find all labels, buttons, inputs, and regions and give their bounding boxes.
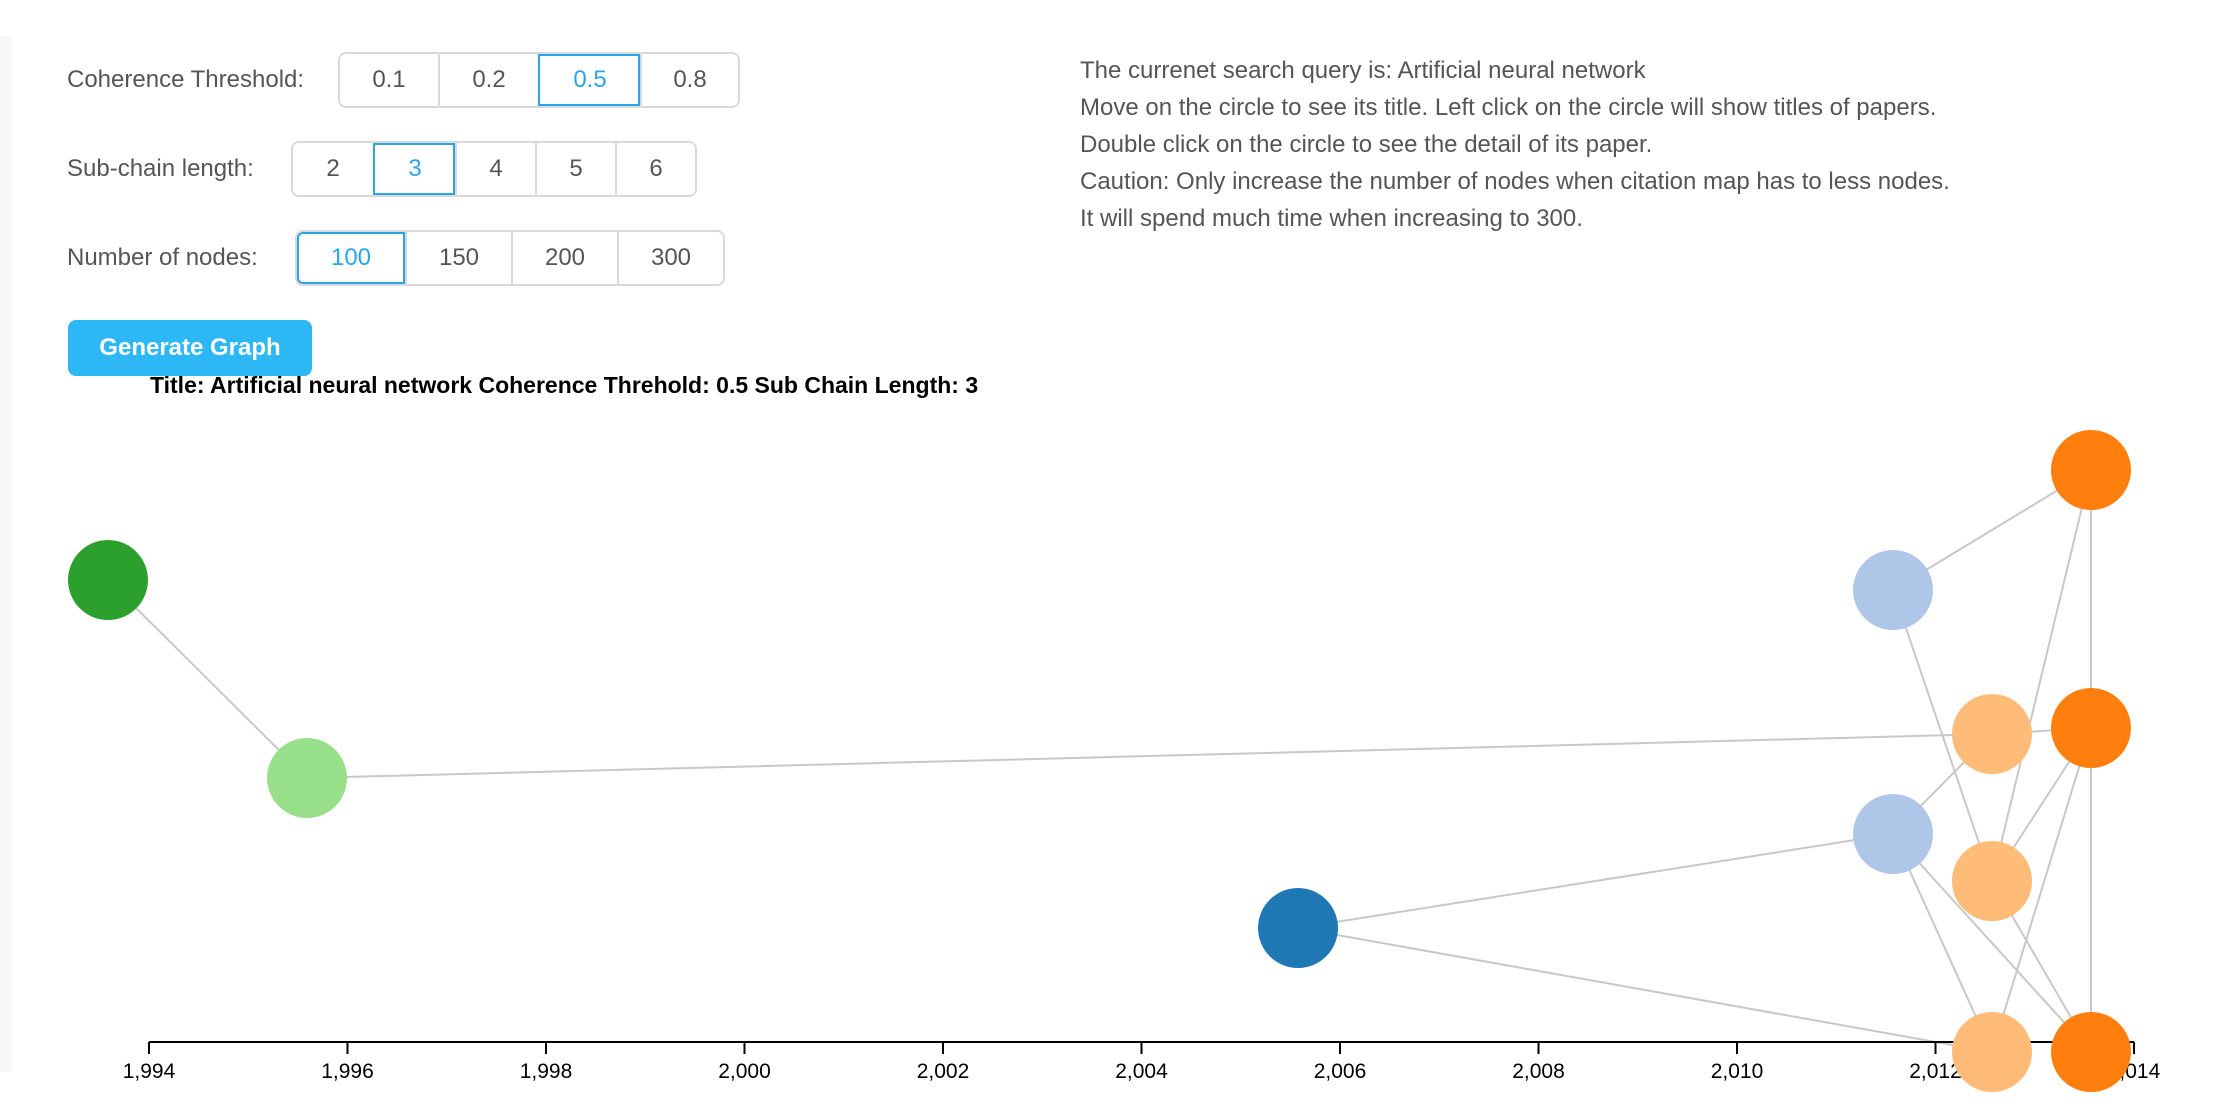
- citation-edge: [1991, 727, 2092, 1053]
- left-panel-edge: [0, 36, 12, 1072]
- nodes-option-200[interactable]: 200: [511, 232, 617, 284]
- number-of-nodes-row: Number of nodes: 100 150 200 300: [67, 230, 725, 286]
- citation-edge: [1892, 589, 1993, 882]
- subchain-option-2[interactable]: 2: [293, 143, 373, 195]
- hover-instruction-text: Move on the circle to see its title. Lef…: [1080, 94, 1937, 121]
- sub-chain-length-row: Sub-chain length: 2 3 4 5 6: [67, 141, 697, 197]
- citation-edge: [107, 579, 308, 779]
- time-warning-text: It will spend much time when increasing …: [1080, 205, 1583, 232]
- edges-layer: [107, 469, 2092, 1053]
- nodes-option-300[interactable]: 300: [617, 232, 723, 284]
- nodes-option-150[interactable]: 150: [405, 232, 511, 284]
- x-tick-label: 2,004: [1115, 1060, 1168, 1083]
- x-tick-label: 1,994: [123, 1060, 176, 1083]
- generate-graph-button[interactable]: Generate Graph: [68, 320, 312, 376]
- x-tick-label: 1,998: [520, 1060, 573, 1083]
- coherence-option-0-2[interactable]: 0.2: [438, 54, 538, 106]
- nodes-layer: [68, 430, 2131, 1092]
- coherence-option-0-8[interactable]: 0.8: [640, 54, 738, 106]
- coherence-option-0-5[interactable]: 0.5: [538, 54, 640, 106]
- subchain-option-4[interactable]: 4: [455, 143, 535, 195]
- subchain-option-6[interactable]: 6: [615, 143, 695, 195]
- coherence-threshold-selector: 0.1 0.2 0.5 0.8: [338, 52, 740, 108]
- x-axis: 1,994 1,996 1,998 2,000 2,002 2,004 2,006 2,008…: [123, 1041, 2161, 1083]
- x-tick-label: 2,008: [1512, 1060, 1565, 1083]
- sub-chain-length-label: Sub-chain length:: [67, 155, 254, 182]
- paper-node-light-orange[interactable]: [1952, 841, 2032, 921]
- citation-edge: [1297, 833, 1894, 929]
- paper-node-dark-green[interactable]: [68, 540, 148, 620]
- paper-node-light-blue[interactable]: [1853, 550, 1933, 630]
- coherence-threshold-label: Coherence Threshold:: [67, 66, 305, 93]
- caution-text: Caution: Only increase the number of nod…: [1080, 168, 1950, 195]
- search-query-text: The currenet search query is: Artificial…: [1080, 57, 1646, 84]
- double-click-instruction-text: Double click on the circle to see the de…: [1080, 131, 1653, 158]
- nodes-option-100[interactable]: 100: [297, 232, 405, 284]
- citation-edge: [306, 733, 1993, 779]
- paper-node-orange[interactable]: [2051, 1012, 2131, 1092]
- paper-node-orange[interactable]: [2051, 688, 2131, 768]
- sub-chain-length-selector: 2 3 4 5 6: [291, 141, 697, 197]
- paper-node-light-orange[interactable]: [1952, 694, 2032, 774]
- citation-edge: [1991, 469, 2092, 882]
- paper-node-dark-blue[interactable]: [1258, 888, 1338, 968]
- x-tick-label: 1,996: [321, 1060, 374, 1083]
- x-tick-label: 2,006: [1314, 1060, 1367, 1083]
- number-of-nodes-label: Number of nodes:: [67, 244, 258, 271]
- graph-title: Title: Artificial neural network Coheren…: [150, 372, 979, 398]
- paper-node-light-orange[interactable]: [1952, 1012, 2032, 1092]
- subchain-option-3[interactable]: 3: [373, 143, 455, 195]
- x-tick-label: 2,000: [718, 1060, 771, 1083]
- instructions-panel: The currenet search query is: Artificial…: [1080, 52, 1950, 237]
- paper-node-light-blue[interactable]: [1853, 794, 1933, 874]
- citation-edge: [1892, 833, 2092, 1053]
- x-tick-label: 2,012: [1909, 1060, 1962, 1083]
- coherence-threshold-row: Coherence Threshold: 0.1 0.2 0.5 0.8: [67, 52, 740, 108]
- citation-edge: [1297, 927, 1993, 1053]
- x-tick-label: 2,010: [1711, 1060, 1764, 1083]
- paper-node-orange[interactable]: [2051, 430, 2131, 510]
- paper-node-light-green[interactable]: [267, 738, 347, 818]
- number-of-nodes-selector: 100 150 200 300: [295, 230, 725, 286]
- subchain-option-5[interactable]: 5: [535, 143, 615, 195]
- coherence-option-0-1[interactable]: 0.1: [340, 54, 438, 106]
- x-tick-label: 2,002: [917, 1060, 970, 1083]
